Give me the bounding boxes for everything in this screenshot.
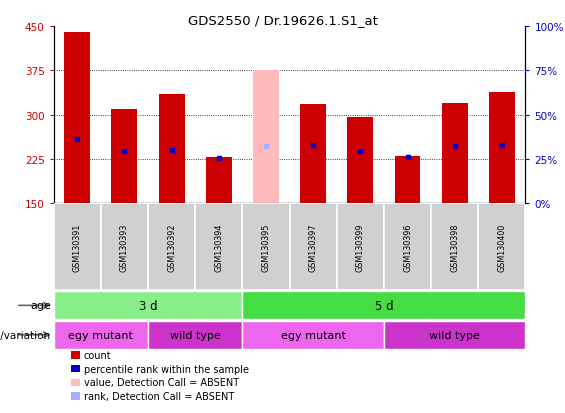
Bar [337,204,384,290]
Bar [253,71,279,204]
Bar [384,204,431,290]
Text: age: age [30,301,51,311]
Bar [478,204,525,290]
Bar [347,118,373,204]
Text: GDS2550 / Dr.19626.1.S1_at: GDS2550 / Dr.19626.1.S1_at [188,14,377,27]
Text: value, Detection Call = ABSENT: value, Detection Call = ABSENT [84,377,239,387]
Bar [54,292,242,320]
Bar [300,104,326,204]
Bar [489,93,515,204]
Bar [242,204,289,290]
Bar [206,158,232,204]
Bar [394,157,420,204]
Bar [148,204,195,290]
Text: egy mutant: egy mutant [68,330,133,340]
Text: GSM130393: GSM130393 [120,223,129,271]
Bar [111,109,137,204]
Text: GSM130396: GSM130396 [403,223,412,271]
Text: GSM130397: GSM130397 [308,223,318,271]
Bar [242,321,384,349]
Bar [195,204,242,290]
Text: GSM130400: GSM130400 [497,223,506,271]
Bar [148,321,242,349]
Bar [289,204,337,290]
Text: genotype/variation: genotype/variation [0,330,51,340]
Text: GSM130391: GSM130391 [73,223,82,271]
Text: wild type: wild type [429,330,480,340]
Text: rank, Detection Call = ABSENT: rank, Detection Call = ABSENT [84,391,234,401]
Text: GSM130398: GSM130398 [450,223,459,271]
Text: GSM130392: GSM130392 [167,223,176,271]
Text: count: count [84,350,111,360]
Bar [101,204,148,290]
Text: GSM130395: GSM130395 [262,223,271,271]
Text: wild type: wild type [170,330,221,340]
Text: GSM130399: GSM130399 [356,223,365,271]
Text: percentile rank within the sample: percentile rank within the sample [84,364,249,374]
Bar [159,95,185,204]
Bar [384,321,525,349]
Text: 3 d: 3 d [139,299,157,312]
Text: 5 d: 5 d [375,299,393,312]
Text: egy mutant: egy mutant [281,330,346,340]
Bar [431,204,478,290]
Bar [242,292,525,320]
Bar [54,204,101,290]
Bar [64,33,90,204]
Text: GSM130394: GSM130394 [214,223,223,271]
Bar [442,103,468,204]
Bar [54,321,148,349]
